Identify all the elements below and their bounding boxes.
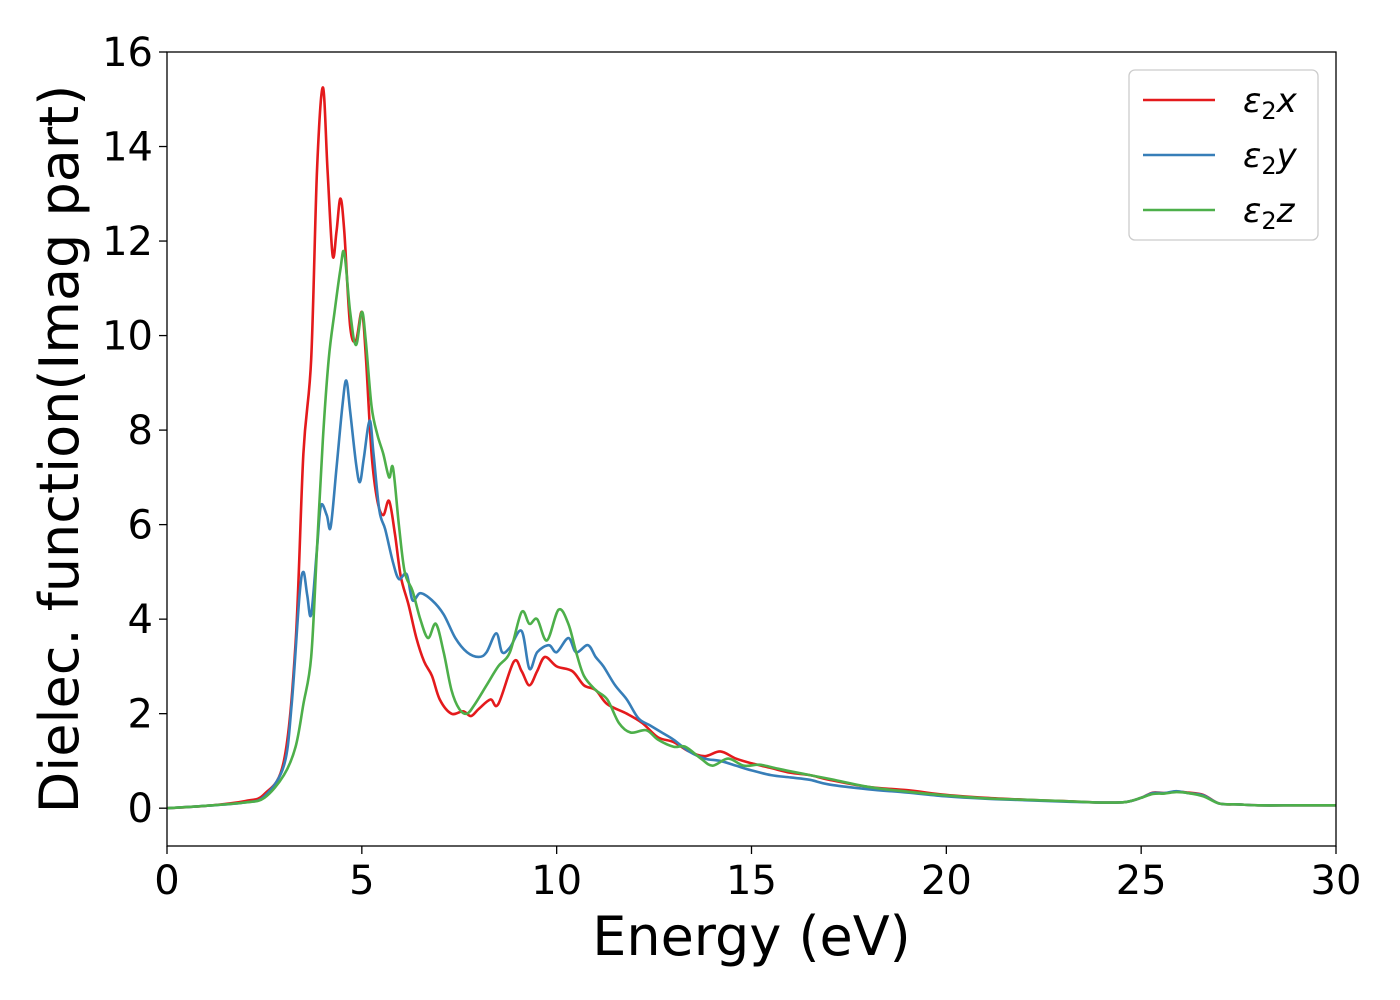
plot-lines <box>166 86 1336 810</box>
y-tick-label: 8 <box>128 408 153 454</box>
legend-label-y: ε2y <box>1243 136 1298 180</box>
x-tick-label: 15 <box>726 858 777 904</box>
y-tick-label: 10 <box>102 314 153 360</box>
x-axis-label: Energy (eV) <box>592 905 911 968</box>
series-line-y <box>166 379 1336 810</box>
x-tick-label: 20 <box>921 858 972 904</box>
series-line-z <box>166 249 1336 810</box>
y-tick-label: 14 <box>102 125 153 171</box>
x-tick-label: 0 <box>154 858 179 904</box>
y-tick-label: 2 <box>128 692 153 738</box>
legend-label-z: ε2z <box>1243 191 1296 235</box>
x-tick-label: 5 <box>349 858 374 904</box>
y-tick-label: 16 <box>102 30 153 76</box>
legend-label-x: ε2x <box>1243 81 1298 125</box>
x-tick-label: 10 <box>531 858 582 904</box>
x-axis-ticks: 0 5 10 15 20 25 30 <box>154 846 1361 904</box>
y-axis-ticks: 0 2 4 6 8 10 12 14 16 <box>102 30 167 832</box>
legend-box <box>1128 69 1319 241</box>
y-tick-label: 12 <box>102 219 153 265</box>
y-tick-label: 4 <box>128 597 153 643</box>
y-axis-label: Dielec. function(Imag part) <box>28 85 91 814</box>
y-tick-label: 0 <box>128 786 153 832</box>
legend: ε2x ε2y ε2z <box>1128 69 1319 241</box>
y-tick-label: 6 <box>128 503 153 549</box>
x-tick-label: 25 <box>1116 858 1167 904</box>
x-tick-label: 30 <box>1311 858 1362 904</box>
